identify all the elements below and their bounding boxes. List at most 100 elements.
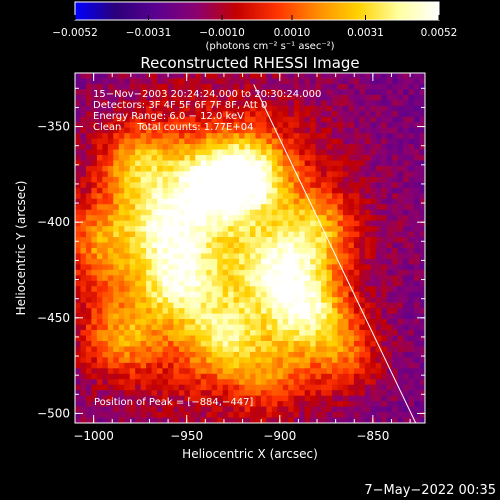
heatmap-cell [167,237,175,244]
heatmap-cell [332,401,339,408]
heatmap-cell [124,324,131,331]
heatmap-cell [135,94,142,101]
heatmap-cell [342,138,350,145]
heatmap-cell [211,253,218,260]
heatmap-cell [200,368,207,375]
heatmap-cell [239,116,246,123]
heatmap-cell [113,395,120,402]
heatmap-cell [96,362,103,369]
heatmap-cell [403,286,410,293]
heatmap-cell [293,127,300,134]
heatmap-cell [102,269,109,276]
heatmap-cell [326,390,333,397]
heatmap-cell [85,160,93,167]
heatmap-cell [315,78,322,85]
heatmap-cell [85,248,93,255]
heatmap-cell [239,357,246,364]
heatmap-cell [310,406,317,413]
heatmap-cell [359,105,366,112]
heatmap-cell [332,357,339,364]
heatmap-cell [375,138,382,145]
heatmap-cell [124,302,131,309]
heatmap-cell [80,100,87,107]
heatmap-cell [419,73,425,80]
heatmap-cell [195,308,202,315]
heatmap-cell [310,116,317,123]
heatmap-cell [124,351,131,358]
heatmap-cell [364,248,371,255]
heatmap-cell [326,226,333,233]
heatmap-cell [167,357,175,364]
heatmap-cell [239,127,246,134]
heatmap-cell [403,346,410,353]
heatmap-cell [282,133,289,140]
heatmap-cell [217,313,224,320]
heatmap-cell [178,94,185,101]
heatmap-cell [85,127,93,134]
heatmap-cell [118,144,125,151]
heatmap-cell [326,264,333,271]
heatmap-cell [408,111,415,118]
heatmap-cell [200,395,207,402]
heatmap-cell [397,379,404,386]
heatmap-cell [96,160,103,167]
heatmap-cell [228,187,235,194]
heatmap-cell [211,133,218,140]
heatmap-cell [157,373,164,380]
heatmap-cell [140,73,147,80]
heatmap-cell [124,373,131,380]
heatmap-cell [118,280,125,287]
heatmap-cell [217,357,224,364]
heatmap-cell [342,412,350,419]
heatmap-cell [222,362,229,369]
heatmap-cell [419,373,425,380]
heatmap-cell [250,204,257,211]
heatmap-cell [233,127,240,134]
heatmap-cell [96,231,103,238]
heatmap-cell [266,220,273,227]
heatmap-cell [266,335,273,342]
heatmap-cell [288,176,295,183]
heatmap-cell [80,182,87,189]
heatmap-cell [370,116,377,123]
heatmap-cell [75,351,82,358]
heatmap-cell [375,368,382,375]
heatmap-cell [397,357,404,364]
heatmap-cell [217,379,224,386]
heatmap-cell [195,379,202,386]
heatmap-cell [337,231,344,238]
heatmap-cell [255,237,262,244]
heatmap-cell [80,258,87,266]
heatmap-cell [408,226,415,233]
heatmap-cell [113,209,120,216]
heatmap-cell [80,286,87,293]
heatmap-cell [353,176,360,183]
heatmap-cell [129,351,136,358]
heatmap-cell [293,308,300,315]
heatmap-cell [337,330,344,337]
heatmap-cell [206,122,213,129]
heatmap-cell [364,395,371,402]
heatmap-cell [222,242,229,249]
heatmap-cell [310,193,317,200]
heatmap-cell [364,253,371,260]
heatmap-cell [206,231,213,238]
heatmap-cell [310,258,317,266]
heatmap-cell [222,94,229,101]
heatmap-cell [113,187,120,194]
heatmap-cell [260,368,268,375]
heatmap-cell [266,209,273,216]
heatmap-cell [375,330,382,337]
heatmap-cell [250,138,257,145]
heatmap-cell [364,149,371,156]
heatmap-cell [75,83,82,91]
heatmap-cell [195,351,202,358]
heatmap-cell [162,313,169,320]
heatmap-cell [135,155,142,162]
heatmap-cell [75,401,82,408]
heatmap-cell [408,313,415,320]
heatmap-cell [315,133,322,140]
heatmap-cell [299,127,306,134]
heatmap-cell [271,357,278,364]
heatmap-cell [96,357,103,364]
